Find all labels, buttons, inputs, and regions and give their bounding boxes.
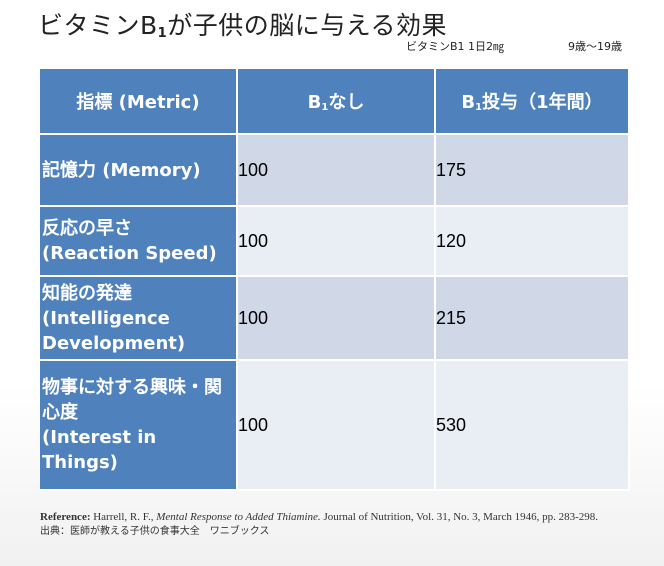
metric-cell: 記憶力 (Memory) [40,135,238,207]
results-table: 指標 (Metric) B1なし B1投与（1年間） 記憶力 (Memory) … [40,69,630,491]
metric-cell: 知能の発達 (Intelligence Development) [40,277,238,361]
title-subscript: 1 [157,26,168,41]
header-b-letter: B [307,92,322,113]
header-suffix: なし [328,92,365,113]
metric-label-ja: 知能の発達 [42,282,132,304]
table-row: 物事に対する興味・関心度 (Interest in Things) 100 530 [40,361,630,491]
header-subscript: 1 [321,102,329,113]
metric-label-en: (Intelligence Development) [42,307,186,354]
header-subscript: 1 [475,102,483,113]
header-suffix: 投与（1年間） [482,92,603,113]
metric-label-en: (Interest in Things) [42,427,157,473]
dose-note: ビタミンB1 1日2㎎ [406,40,505,53]
header-without-b1: B1なし [238,69,436,135]
header-metric: 指標 (Metric) [40,69,238,135]
metric-label-ja: 記憶力 (Memory) [42,159,201,181]
page-title: ビタミンB1が子供の脳に与える効果 [38,6,447,42]
header-with-b1: B1投与（1年間） [436,69,630,135]
title-rest: が子供の脳に与える効果 [167,11,447,40]
value-without-b1: 100 [238,361,436,491]
reference-journal: Journal of Nutrition, Vol. 31, No. 3, Ma… [323,511,599,523]
metric-label-ja: 反応の早さ [42,218,132,239]
reference-article-title: Mental Response to Added Thiamine. [156,511,321,523]
value-with-b1: 530 [436,361,630,491]
metric-cell: 物事に対する興味・関心度 (Interest in Things) [40,361,238,491]
value-with-b1: 175 [436,135,630,207]
value-without-b1: 100 [238,135,436,207]
reference-source: 出典：医師が教える子供の食事大全 ワニブックス [40,526,270,537]
metric-label-ja: 物事に対する興味・関心度 [42,377,222,423]
reference-citation: Reference: Harrell, R. F., Mental Respon… [40,511,630,538]
metric-cell: 反応の早さ (Reaction Speed) [40,207,238,277]
reference-authors: Harrell, R. F., [93,511,154,523]
value-with-b1: 215 [436,277,630,361]
table-header-row: 指標 (Metric) B1なし B1投与（1年間） [40,69,630,135]
header-b-letter: B [461,92,476,113]
value-without-b1: 100 [238,277,436,361]
title-main: ビタミンB [38,11,158,40]
value-with-b1: 120 [436,207,630,277]
table-row: 知能の発達 (Intelligence Development) 100 215 [40,277,630,361]
value-without-b1: 100 [238,207,436,277]
age-range-note: 9歳～19歳 [568,40,622,53]
metric-label-en: (Reaction Speed) [42,243,217,264]
table-row: 反応の早さ (Reaction Speed) 100 120 [40,207,630,277]
table-row: 記憶力 (Memory) 100 175 [40,135,630,207]
reference-label: Reference: [40,511,91,523]
